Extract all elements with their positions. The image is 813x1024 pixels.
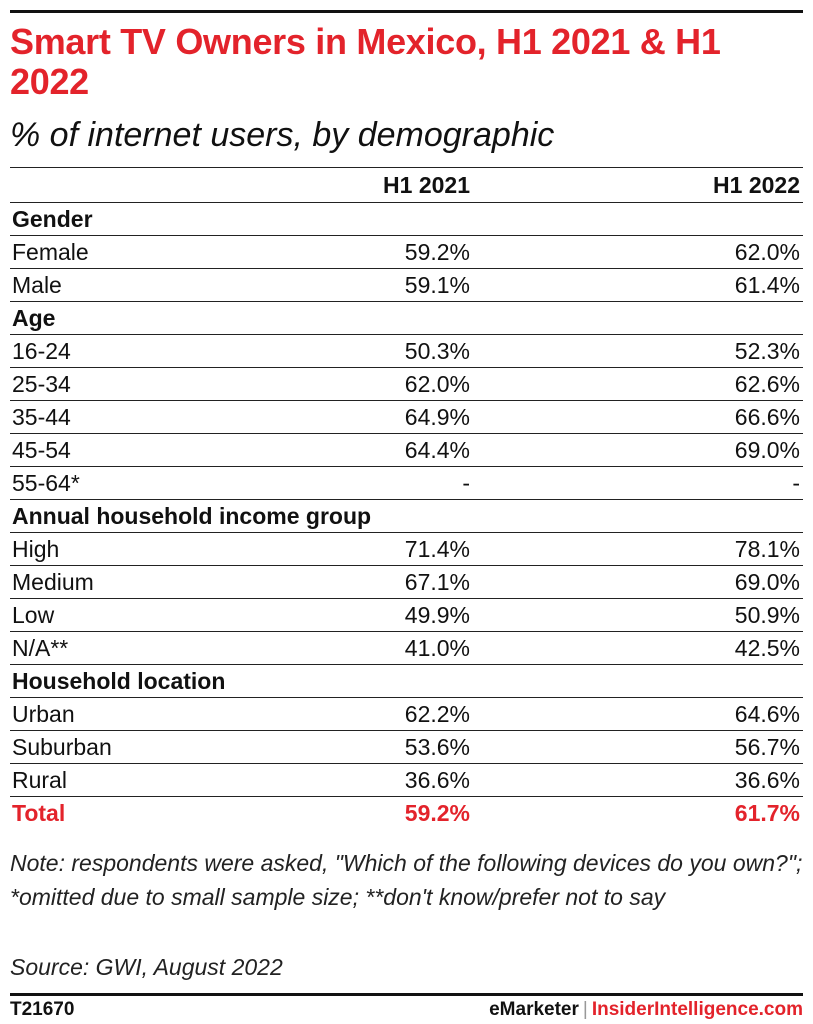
value-h1-2021: 64.9% bbox=[273, 400, 473, 434]
value-h1-2022: 61.4% bbox=[473, 268, 803, 302]
value-h1-2022: 50.9% bbox=[473, 598, 803, 632]
table-row: 55-64* - - bbox=[10, 466, 803, 500]
value-h1-2021: 36.6% bbox=[273, 763, 473, 797]
value-h1-2022: 69.0% bbox=[473, 565, 803, 599]
table-row: N/A** 41.0% 42.5% bbox=[10, 631, 803, 665]
row-label: Female bbox=[10, 235, 273, 269]
brand: eMarketer | InsiderIntelligence.com bbox=[489, 998, 803, 1022]
row-label: Total bbox=[12, 800, 66, 826]
section-label: Gender bbox=[10, 202, 803, 236]
value-h1-2021: 41.0% bbox=[273, 631, 473, 665]
value-h1-2021: 71.4% bbox=[273, 532, 473, 566]
header-row: H1 2021 H1 2022 bbox=[10, 167, 803, 203]
value-h1-2022: 52.3% bbox=[473, 334, 803, 368]
table-row: Medium 67.1% 69.0% bbox=[10, 565, 803, 599]
value-h1-2022: 56.7% bbox=[473, 730, 803, 764]
value-h1-2021: - bbox=[273, 466, 473, 500]
row-label: 16-24 bbox=[10, 334, 273, 368]
value-h1-2022: 69.0% bbox=[473, 433, 803, 467]
row-label: Rural bbox=[10, 763, 273, 797]
brand-separator: | bbox=[582, 999, 588, 1020]
section-row: Age bbox=[10, 301, 803, 335]
total-row: Total 59.2% 61.7% bbox=[10, 797, 803, 830]
row-label: 25-34 bbox=[10, 367, 273, 401]
value-h1-2021: 59.1% bbox=[273, 268, 473, 302]
value-h1-2022: - bbox=[473, 466, 803, 500]
row-label: 55-64* bbox=[10, 466, 273, 500]
chart-subtitle: % of internet users, by demographic bbox=[10, 116, 555, 154]
row-label: N/A** bbox=[10, 631, 273, 665]
value-h1-2022: 64.6% bbox=[473, 697, 803, 731]
value-h1-2021: 59.2% bbox=[273, 235, 473, 269]
section-row: Annual household income group bbox=[10, 499, 803, 533]
section-label: Annual household income group bbox=[10, 499, 803, 533]
value-h1-2022: 66.6% bbox=[473, 400, 803, 434]
table-row: High 71.4% 78.1% bbox=[10, 532, 803, 566]
table-row: 35-44 64.9% 66.6% bbox=[10, 400, 803, 434]
bottom-rule bbox=[10, 993, 803, 996]
header-label bbox=[10, 167, 273, 203]
value-h1-2022: 62.6% bbox=[473, 367, 803, 401]
row-label: 35-44 bbox=[10, 400, 273, 434]
chart-title: Smart TV Owners in Mexico, H1 2021 & H1 … bbox=[10, 21, 721, 102]
value-h1-2021: 49.9% bbox=[273, 598, 473, 632]
data-table: H1 2021 H1 2022 Gender Female 59.2% 62.0% Ma… bbox=[10, 167, 803, 829]
value-h1-2022: 61.7% bbox=[734, 800, 800, 826]
source-note: Source: GWI, August 2022 bbox=[10, 954, 283, 980]
chart-id: T21670 bbox=[10, 999, 75, 1020]
row-label: Urban bbox=[10, 697, 273, 731]
section-row: Household location bbox=[10, 664, 803, 698]
section-label: Age bbox=[10, 301, 803, 335]
brand-insiderintelligence: InsiderIntelligence.com bbox=[591, 999, 803, 1020]
section-row: Gender bbox=[10, 202, 803, 236]
brand-emarketer: eMarketer bbox=[489, 999, 579, 1020]
value-h1-2022: 36.6% bbox=[473, 763, 803, 797]
table-row: Urban 62.2% 64.6% bbox=[10, 697, 803, 731]
value-h1-2021: 64.4% bbox=[273, 433, 473, 467]
section-label: Household location bbox=[10, 664, 803, 698]
table-row: Rural 36.6% 36.6% bbox=[10, 763, 803, 797]
row-label: Suburban bbox=[10, 730, 273, 764]
row-label: Low bbox=[10, 598, 273, 632]
value-h1-2021: 62.0% bbox=[273, 367, 473, 401]
value-h1-2021: 59.2% bbox=[404, 800, 470, 826]
table-row: Suburban 53.6% 56.7% bbox=[10, 730, 803, 764]
table-row: 45-54 64.4% 69.0% bbox=[10, 433, 803, 467]
row-label: High bbox=[10, 532, 273, 566]
row-label: Male bbox=[10, 268, 273, 302]
table-row: 16-24 50.3% 52.3% bbox=[10, 334, 803, 368]
value-h1-2021: 67.1% bbox=[273, 565, 473, 599]
top-rule bbox=[10, 10, 803, 13]
row-label: Medium bbox=[10, 565, 273, 599]
value-h1-2021: 62.2% bbox=[273, 697, 473, 731]
footnote: Note: respondents were asked, "Which of … bbox=[10, 850, 803, 910]
header-h1-2021: H1 2021 bbox=[273, 167, 473, 203]
table-header: H1 2021 H1 2022 bbox=[10, 167, 803, 203]
header-h1-2022: H1 2022 bbox=[473, 167, 803, 203]
table-row: 25-34 62.0% 62.6% bbox=[10, 367, 803, 401]
row-label: 45-54 bbox=[10, 433, 273, 467]
value-h1-2021: 53.6% bbox=[273, 730, 473, 764]
table-row: Low 49.9% 50.9% bbox=[10, 598, 803, 632]
value-h1-2022: 62.0% bbox=[473, 235, 803, 269]
table-row: Male 59.1% 61.4% bbox=[10, 268, 803, 302]
table-row: Female 59.2% 62.0% bbox=[10, 235, 803, 269]
value-h1-2022: 78.1% bbox=[473, 532, 803, 566]
value-h1-2022: 42.5% bbox=[473, 631, 803, 665]
value-h1-2021: 50.3% bbox=[273, 334, 473, 368]
table-body: Gender Female 59.2% 62.0% Male 59.1% 61.4% Age 1… bbox=[10, 202, 803, 830]
